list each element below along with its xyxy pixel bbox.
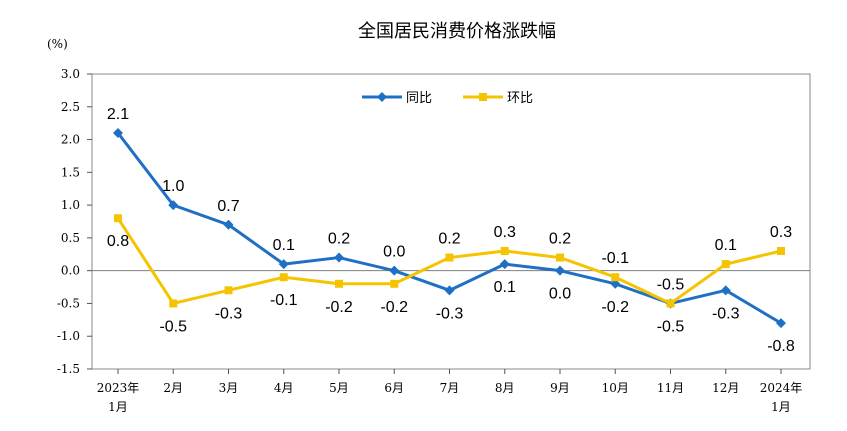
legend-label: 环比 (507, 91, 533, 106)
point-yoy (720, 285, 731, 296)
point-yoy (113, 128, 123, 138)
data-label-mom: -0.5 (159, 318, 187, 335)
legend: 同比 环比 (362, 91, 533, 106)
data-labels-layer: 2.1 0.8 1.0 -0.5 0.7 -0.3 0.1 -0.1 0.2 -0.2 0.0 -0.… (107, 106, 795, 355)
data-label-mom: 0.3 (770, 224, 792, 241)
x-tick-label: 11月 (657, 381, 684, 395)
point-mom (556, 253, 564, 262)
point-mom (169, 299, 178, 308)
point-yoy (444, 285, 455, 296)
legend-label: 同比 (406, 91, 432, 106)
series-layer (113, 128, 786, 329)
y-tick-label: 1.0 (61, 198, 80, 212)
point-mom (114, 214, 122, 223)
y-tick-label: 2.5 (61, 100, 80, 114)
x-tick-label: 2月 (163, 381, 183, 395)
data-label-yoy: 0.2 (328, 231, 350, 248)
y-tick-label: -0.5 (57, 296, 80, 310)
point-mom (611, 273, 620, 282)
point-yoy (389, 265, 400, 276)
x-tick-label: 5月 (329, 381, 349, 395)
x-tick-label: 8月 (495, 381, 515, 395)
data-label-mom: -0.5 (657, 318, 685, 335)
point-mom (777, 247, 785, 255)
chart-title: 全国居民消费价格涨跌幅 (358, 21, 556, 42)
point-yoy (223, 219, 234, 230)
point-mom (224, 286, 233, 295)
y-tick-label: 1.5 (61, 165, 80, 179)
data-label-mom: 0.2 (438, 231, 460, 248)
data-label-yoy: 0.7 (217, 198, 239, 215)
data-label-yoy: 0.1 (273, 237, 295, 254)
data-label-yoy: -0.3 (436, 305, 464, 322)
point-yoy (168, 200, 179, 211)
legend-item-yoy: 同比 (362, 91, 432, 106)
data-label-yoy: -0.8 (767, 338, 795, 355)
data-label-yoy: -0.3 (712, 305, 740, 322)
point-yoy (776, 318, 786, 329)
x-tick-label: 2024年 1月 (760, 381, 803, 414)
y-axis-unit: (%) (47, 37, 68, 51)
data-label-mom: -0.1 (270, 292, 298, 309)
data-label-mom: -0.2 (325, 299, 353, 316)
y-tick-label: 3.0 (61, 67, 80, 81)
x-tick-label: 2023年 1月 (97, 381, 140, 414)
x-tick-label: 4月 (274, 381, 294, 395)
y-tick-label: -1.5 (57, 362, 80, 376)
point-yoy (278, 259, 289, 270)
point-mom (390, 279, 399, 288)
x-tick-label: 9月 (550, 381, 570, 395)
data-label-yoy: 1.0 (162, 178, 184, 195)
point-mom (500, 247, 509, 255)
x-tick-label: 10月 (602, 381, 629, 395)
legend-marker (479, 93, 487, 101)
data-label-mom: 0.1 (715, 237, 737, 254)
y-tick-label: 0.5 (61, 231, 80, 245)
data-label-yoy: -0.2 (601, 299, 629, 316)
data-label-yoy: 0.0 (549, 286, 571, 303)
point-mom (279, 273, 288, 282)
point-yoy (334, 252, 344, 263)
data-label-mom: 0.3 (494, 224, 516, 241)
x-tick-label: 3月 (219, 381, 239, 395)
data-label-yoy: 2.1 (107, 106, 129, 123)
x-tick-label: 7月 (440, 381, 460, 395)
data-label-mom: -0.3 (215, 305, 243, 322)
data-label-yoy: -0.5 (657, 276, 685, 293)
plot-area (91, 73, 811, 370)
point-mom (721, 260, 730, 269)
point-yoy (555, 265, 565, 276)
data-label-mom: -0.2 (380, 299, 408, 316)
axes-layer: 3.0 2.5 2.0 1.5 1.0 0.5 0.0 -0.5 -1.0 -1.5 2023年 1月… (57, 67, 811, 414)
point-mom (445, 253, 454, 262)
x-tick-label: 6月 (384, 381, 404, 395)
legend-item-mom: 环比 (463, 91, 533, 106)
data-label-yoy: 0.1 (494, 279, 516, 296)
y-tick-label: 2.0 (61, 133, 80, 147)
y-tick-label: -1.0 (57, 329, 80, 343)
point-yoy (499, 259, 510, 270)
data-label-mom: 0.8 (107, 233, 129, 250)
point-yoy (610, 278, 621, 289)
x-tick-label: 12月 (712, 381, 739, 395)
legend-marker (377, 92, 387, 102)
data-label-mom: -0.1 (601, 250, 629, 267)
point-mom (335, 279, 343, 288)
data-label-mom: 0.2 (549, 231, 571, 248)
point-mom (666, 299, 675, 308)
y-tick-label: 0.0 (61, 264, 80, 278)
data-label-yoy: 0.0 (383, 244, 405, 261)
